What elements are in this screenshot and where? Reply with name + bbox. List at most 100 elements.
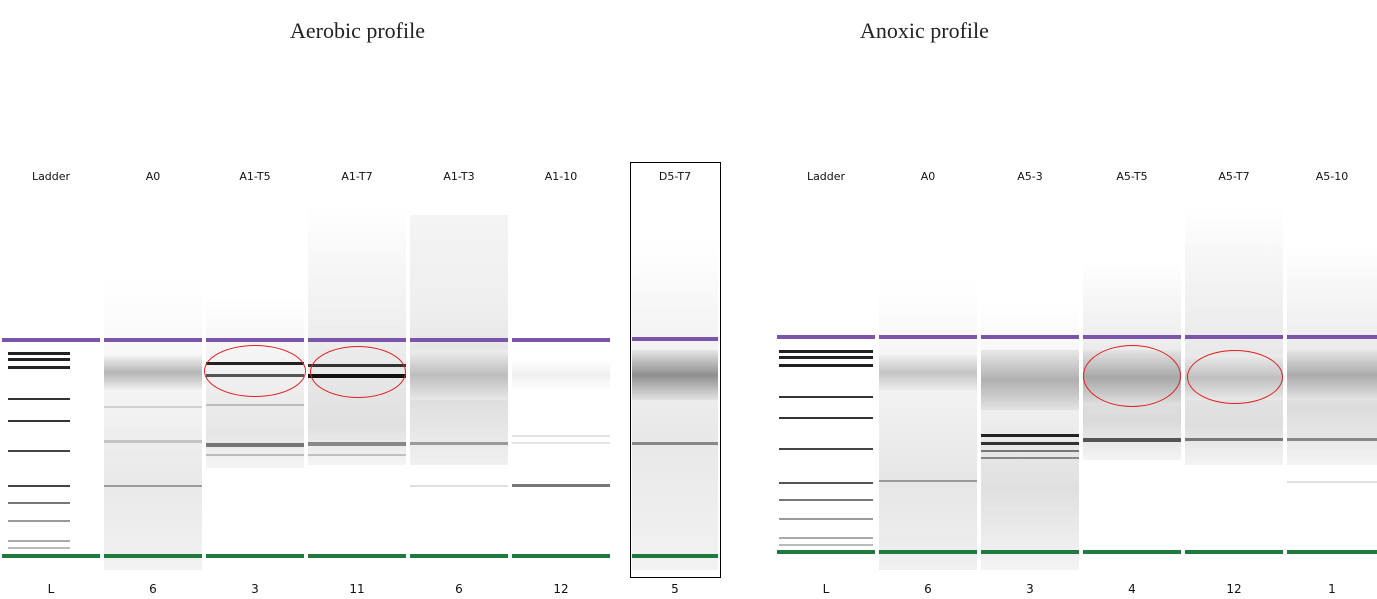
lane-label: A5-3 — [981, 170, 1079, 183]
gel-lane-a5-t5: A5-T5 4 — [1083, 150, 1181, 599]
lower-marker-band — [206, 554, 304, 558]
lane-label: A1-T7 — [308, 170, 406, 183]
lane-smear — [512, 360, 610, 390]
lane-number: 12 — [1185, 582, 1283, 596]
gel-lane-a1-t3: A1-T3 6 — [410, 150, 508, 599]
ladder-band — [8, 420, 70, 422]
gel-lane-a0: A0 6 — [104, 150, 202, 599]
lane-number: L — [777, 582, 875, 596]
gel-lane-a5-3: A5-3 3 — [981, 150, 1079, 599]
highlight-circle — [310, 346, 406, 398]
ladder-band — [779, 350, 873, 353]
sample-band — [512, 484, 610, 487]
lane-smear — [632, 350, 718, 400]
upper-marker-band — [2, 338, 100, 342]
sample-band — [104, 485, 202, 487]
lane-label: D5-T7 — [632, 170, 718, 183]
upper-marker-band — [104, 338, 202, 342]
sample-band — [632, 442, 718, 445]
sample-band — [104, 406, 202, 408]
lane-label: A0 — [104, 170, 202, 183]
lane-label: A0 — [879, 170, 977, 183]
lower-marker-band — [632, 554, 718, 558]
sample-band — [104, 440, 202, 443]
lower-marker-band — [104, 554, 202, 558]
sample-band — [981, 450, 1079, 452]
gel-lane-d5-t7: D5-T7 5 — [632, 150, 718, 599]
ladder-band — [779, 396, 873, 398]
lane-label: A5-T5 — [1083, 170, 1181, 183]
upper-marker-band — [1083, 335, 1181, 339]
gel-lane-a0: A0 6 — [879, 150, 977, 599]
sample-band — [1083, 438, 1181, 442]
upper-marker-band — [308, 338, 406, 342]
ladder-band — [8, 520, 70, 522]
lane-label: A1-T3 — [410, 170, 508, 183]
lane-number: 6 — [410, 582, 508, 596]
gel-lane-a5-10: A5-10 1 — [1287, 150, 1377, 599]
ladder-band — [8, 398, 70, 400]
lower-marker-band — [777, 550, 875, 554]
upper-marker-band — [206, 338, 304, 342]
ladder-band — [8, 485, 70, 487]
lane-smear — [104, 280, 202, 570]
sample-band — [410, 485, 508, 487]
ladder-band — [8, 540, 70, 542]
lane-label: Ladder — [777, 170, 875, 183]
lower-marker-band — [2, 554, 100, 558]
lane-number: 12 — [512, 582, 610, 596]
upper-marker-band — [632, 337, 718, 341]
ladder-band — [779, 356, 873, 359]
sample-band — [206, 404, 304, 406]
ladder-band — [779, 482, 873, 484]
ladder-band — [8, 352, 70, 355]
lower-marker-band — [981, 550, 1079, 554]
sample-band — [308, 454, 406, 456]
ladder-band — [8, 358, 70, 361]
anoxic-profile-title: Anoxic profile — [860, 18, 989, 44]
lane-label: A1-T5 — [206, 170, 304, 183]
lane-smear — [410, 350, 508, 400]
lower-marker-band — [512, 554, 610, 558]
lower-marker-band — [1083, 550, 1181, 554]
lane-smear — [981, 350, 1079, 410]
lower-marker-band — [1185, 550, 1283, 554]
upper-marker-band — [1287, 335, 1377, 339]
ladder-band — [779, 537, 873, 539]
sample-band — [1185, 438, 1283, 441]
upper-marker-band — [777, 335, 875, 339]
sample-band — [410, 442, 508, 445]
lane-label: A5-10 — [1287, 170, 1377, 183]
upper-marker-band — [512, 338, 610, 342]
lane-smear — [104, 355, 202, 390]
lane-number: 4 — [1083, 582, 1181, 596]
ladder-band — [779, 518, 873, 520]
lane-label: Ladder — [2, 170, 100, 183]
ladder-band — [8, 450, 70, 452]
lower-marker-band — [1287, 550, 1377, 554]
lower-marker-band — [879, 550, 977, 554]
gel-lane-a1-t5: A1-T5 3 — [206, 150, 304, 599]
ladder-band — [779, 417, 873, 419]
upper-marker-band — [410, 338, 508, 342]
lane-smear — [879, 355, 977, 390]
lane-number: 11 — [308, 582, 406, 596]
lane-number: 3 — [981, 582, 1079, 596]
anoxic-gel-panel: Ladder L A0 6 A5-3 3 — [775, 150, 1377, 599]
sample-band — [206, 443, 304, 447]
sample-band — [981, 457, 1079, 459]
ladder-band — [779, 364, 873, 367]
lane-smear — [632, 240, 718, 570]
ladder-band — [8, 366, 70, 369]
sample-band — [512, 442, 610, 444]
lane-number: 1 — [1287, 582, 1377, 596]
lane-number: L — [2, 582, 100, 596]
lower-marker-band — [410, 554, 508, 558]
upper-marker-band — [981, 335, 1079, 339]
gel-lane-ladder: Ladder L — [2, 150, 100, 599]
gel-lane-ladder: Ladder L — [777, 150, 875, 599]
gel-lane-a1-t7: A1-T7 11 — [308, 150, 406, 599]
ladder-band — [779, 499, 873, 501]
gel-lane-a5-t7: A5-T7 12 — [1185, 150, 1283, 599]
sample-band — [981, 442, 1079, 445]
